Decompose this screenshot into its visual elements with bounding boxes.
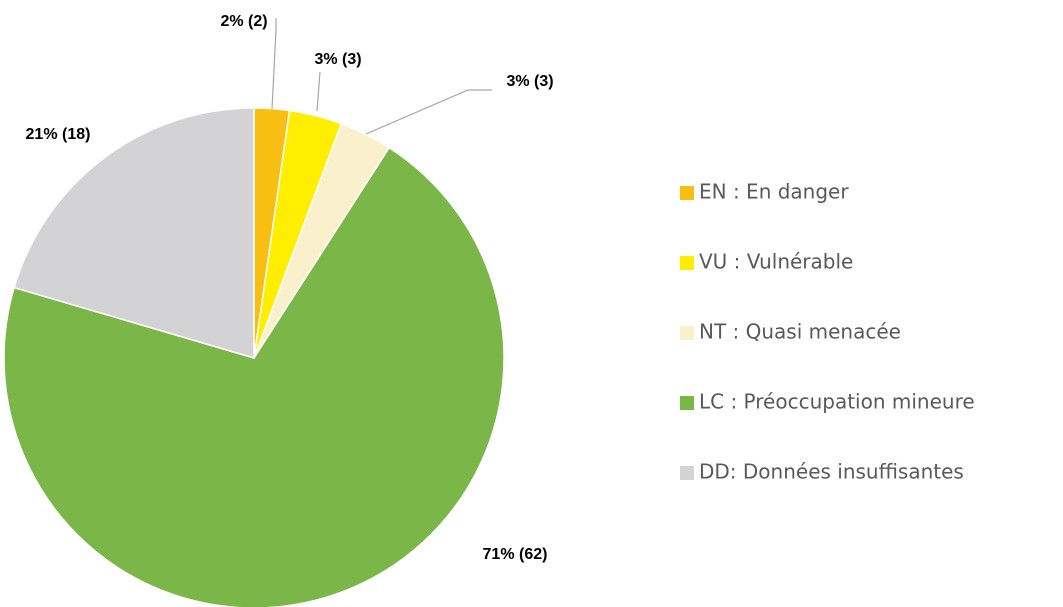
legend-swatch: [680, 186, 694, 200]
legend-swatch: [680, 466, 694, 480]
data-label: 3% (3): [506, 73, 553, 90]
legend-label: NT : Quasi menacée: [699, 320, 901, 344]
legend-label: DD: Données insuffisantes: [699, 460, 964, 484]
legend-swatch: [680, 396, 694, 410]
legend-swatch: [680, 326, 694, 340]
data-label: 71% (62): [483, 546, 548, 563]
legend-label: LC : Préoccupation mineure: [699, 390, 975, 414]
leader-line: [271, 18, 277, 110]
leader-line: [316, 71, 321, 112]
leader-line: [365, 89, 492, 135]
pie-slice: [13, 107, 255, 360]
data-label: 21% (18): [26, 126, 91, 143]
data-label: 2% (2): [220, 13, 267, 30]
pie-slice: [3, 146, 505, 607]
data-label: 3% (3): [314, 51, 361, 68]
legend-swatch: [680, 256, 694, 270]
legend-label: EN : En danger: [699, 180, 849, 204]
legend-label: VU : Vulnérable: [699, 250, 853, 274]
